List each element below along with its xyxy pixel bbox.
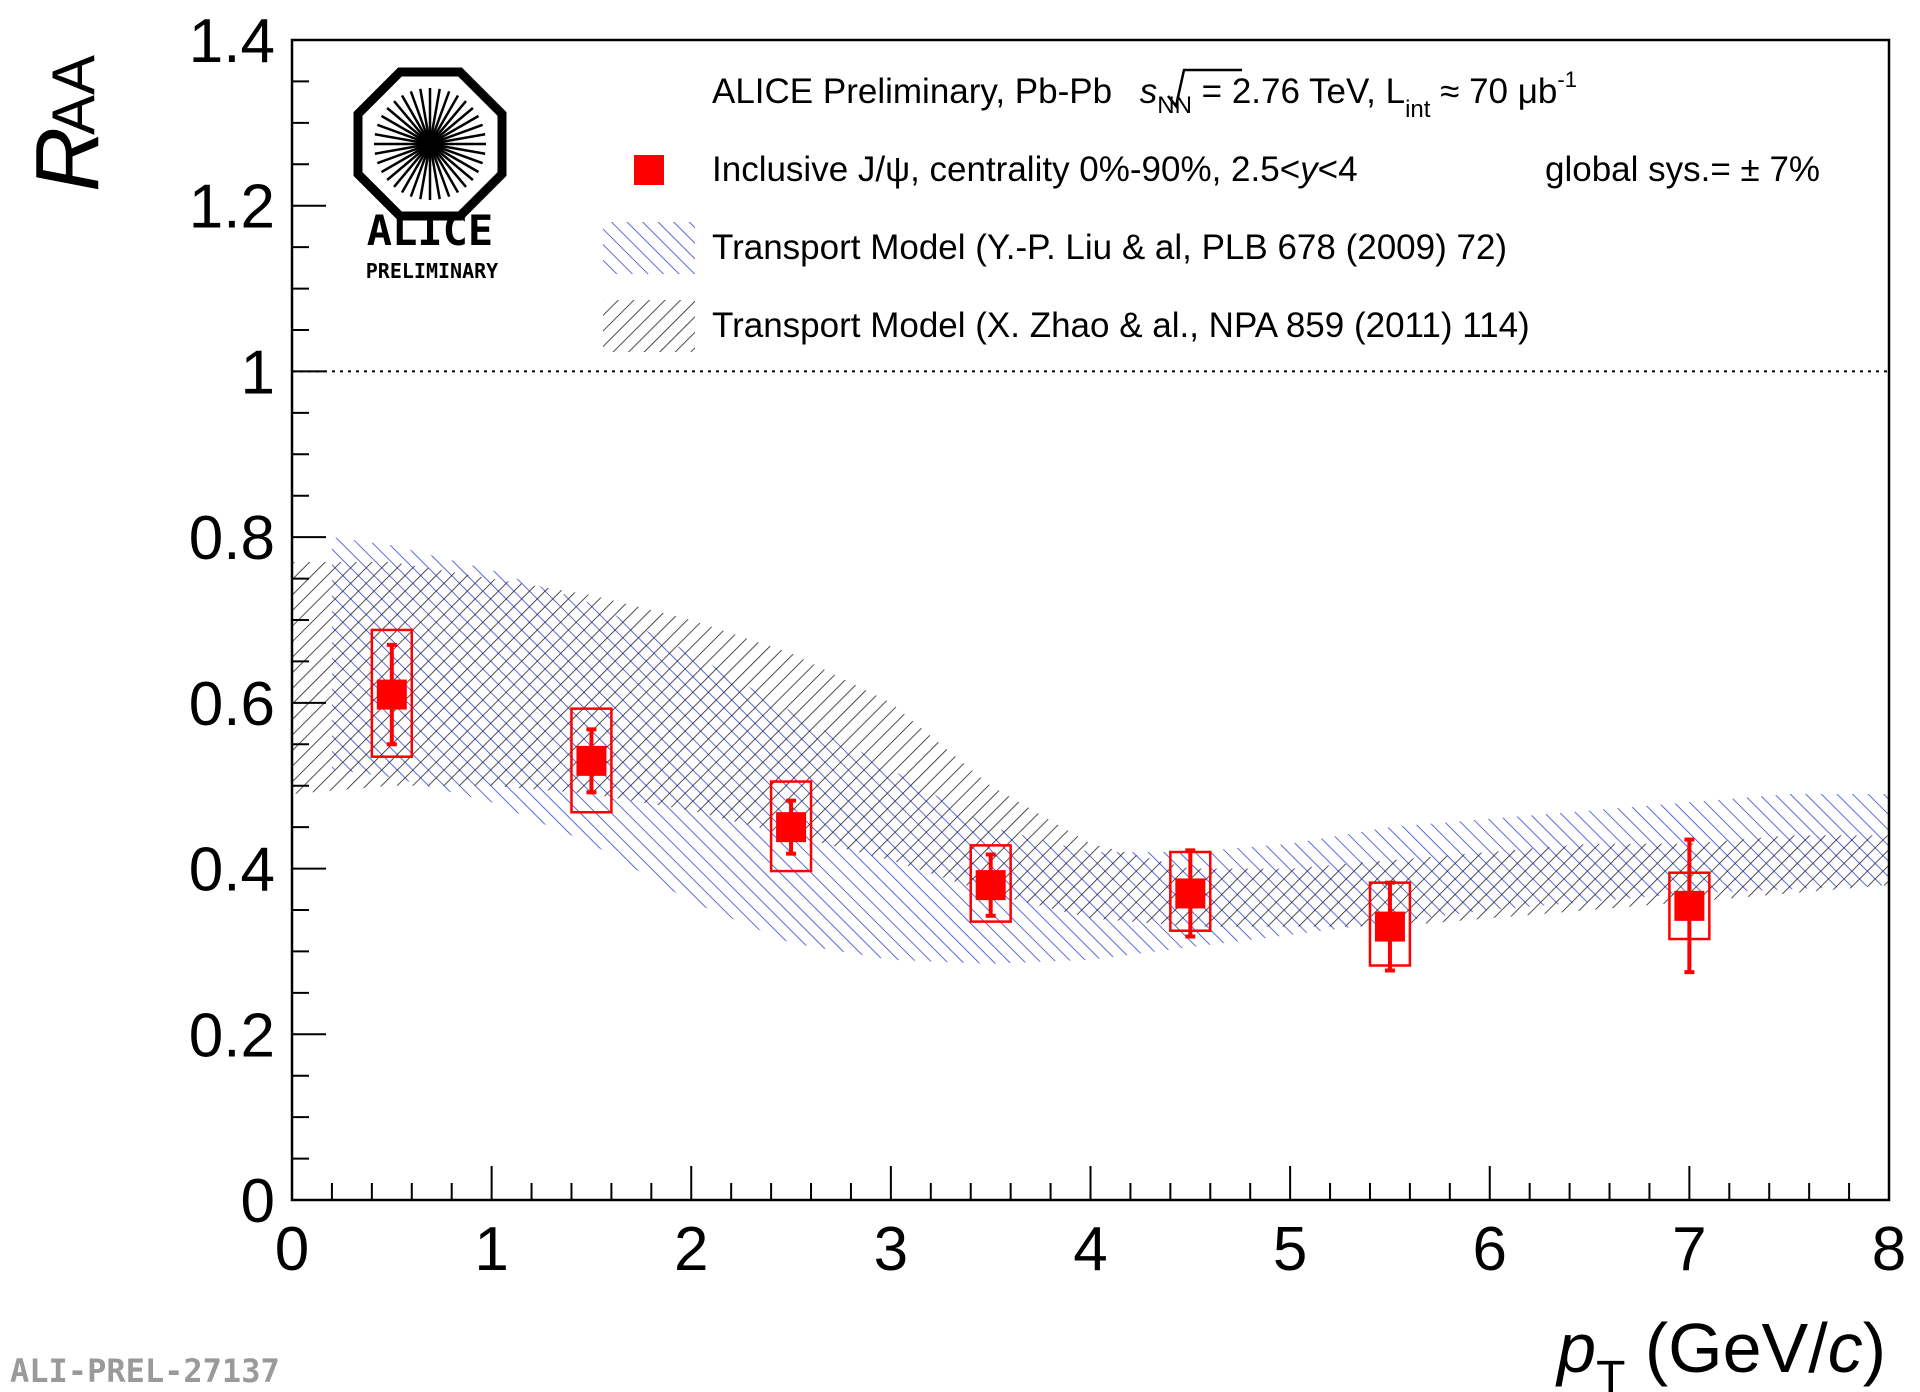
- x-tick-label: 4: [1073, 1215, 1107, 1284]
- x-tick-label: 3: [874, 1215, 908, 1284]
- data-marker: [1374, 911, 1405, 942]
- legend-marker-liu: [603, 222, 695, 274]
- data-marker: [1674, 890, 1705, 921]
- x-tick-label: 5: [1273, 1215, 1307, 1284]
- x-tick-label: 2: [674, 1215, 708, 1284]
- data-points: [370, 628, 1711, 975]
- legend-marker-zhao: [603, 300, 695, 352]
- axis-ticks: [291, 39, 1890, 1201]
- legend-marker-jpsi: [634, 155, 664, 185]
- x-tick-label: 8: [1872, 1215, 1906, 1284]
- legend-label-jpsi: Inclusive J/ψ, centrality 0%-90%, 2.5<y<…: [712, 150, 1358, 189]
- model-bands: [292, 537, 1889, 964]
- legend-label-zhao: Transport Model (X. Zhao & al., NPA 859 …: [712, 306, 1530, 345]
- x-tick-label: 1: [474, 1215, 508, 1284]
- sys-error-box: [370, 628, 414, 758]
- data-marker: [1175, 878, 1206, 909]
- data-point: [969, 844, 1012, 923]
- y-tick-label: 0.6: [189, 670, 275, 739]
- sqrt-symbol: [1167, 68, 1242, 109]
- y-tick-labels: 0 0.2 0.4 0.6 0.8 1 1.2 1.4: [189, 7, 275, 1236]
- data-point: [1368, 880, 1412, 973]
- data-marker: [975, 870, 1006, 901]
- global-systematic-label: global sys.= ± 7%: [1545, 150, 1820, 189]
- plot-header: ALICE Preliminary, Pb-Pb sNN = 2.76 TeV,…: [712, 67, 1577, 123]
- data-point: [1169, 848, 1212, 939]
- svg-text:ALICE Preliminary, Pb-Pb sNN =: ALICE Preliminary, Pb-Pb sNN = 2.76 TeV,…: [712, 67, 1577, 123]
- y-tick-label: 0.4: [189, 836, 275, 905]
- data-point: [769, 780, 813, 873]
- alice-logo-title: ALICE: [367, 206, 493, 255]
- data-marker: [376, 679, 407, 710]
- y-tick-label: 0.8: [189, 504, 275, 573]
- y-tick-label: 0: [241, 1167, 275, 1236]
- alice-logo-spokes: [374, 88, 486, 200]
- data-point: [570, 707, 613, 814]
- y-tick-label: 1: [241, 338, 275, 407]
- data-point: [1668, 837, 1711, 975]
- x-tick-label: 7: [1672, 1215, 1706, 1284]
- x-tick-label: 0: [275, 1215, 309, 1284]
- data-marker: [576, 745, 607, 776]
- alice-logo-subtitle: PRELIMINARY: [366, 259, 498, 283]
- legend: Inclusive J/ψ, centrality 0%-90%, 2.5<y<…: [603, 150, 1820, 352]
- logo-spoke: [374, 133, 486, 155]
- data-marker: [776, 812, 807, 843]
- sys-error-box: [769, 780, 813, 873]
- y-axis-title: RAA: [18, 55, 118, 192]
- x-tick-label: 6: [1473, 1215, 1507, 1284]
- sys-error-box: [969, 844, 1012, 923]
- y-tick-label: 1.2: [189, 173, 275, 242]
- x-tick-labels: 0 1 2 3 4 5 6 7 8: [275, 1215, 1906, 1284]
- y-tick-label: 0.2: [189, 1001, 275, 1070]
- alice-logo: ALICE PRELIMINARY: [353, 67, 507, 283]
- figure-id: ALI-PREL-27137: [10, 1352, 280, 1390]
- x-axis-title: pT (GeV/c): [1555, 1309, 1886, 1392]
- data-point: [370, 628, 414, 758]
- y-tick-label: 1.4: [189, 7, 275, 76]
- alice-logo-octagon: [353, 67, 507, 221]
- legend-label-liu: Transport Model (Y.-P. Liu & al, PLB 678…: [712, 228, 1507, 267]
- band-zhao: [292, 562, 1889, 927]
- sys-error-box: [570, 707, 613, 814]
